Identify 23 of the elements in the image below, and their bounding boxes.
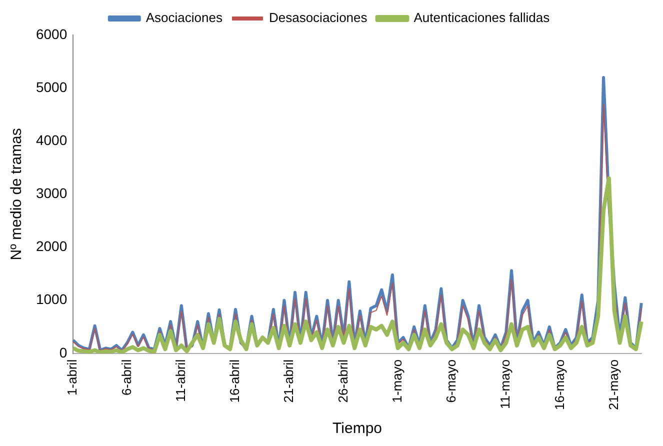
x-tick-label: 6-abril: [118, 359, 134, 396]
x-tick-label: 21-abril: [281, 359, 296, 403]
legend-label: Desasociaciones: [268, 10, 368, 26]
x-axis-title: Tiempo: [332, 420, 382, 438]
x-tick-label: 26-abril: [335, 359, 350, 403]
y-tick-label: 3000: [36, 185, 68, 202]
y-tick-label: 5000: [36, 78, 68, 95]
x-tick-label: 11-abril: [172, 359, 188, 402]
x-tick-label: 1-abril: [64, 359, 80, 396]
x-tick-label: 1-mayo: [389, 359, 404, 403]
x-tick-label: 16-abril: [227, 359, 242, 403]
legend-label: Asociaciones: [146, 10, 223, 26]
y-tick-label: 1000: [36, 291, 68, 308]
x-tick-label: 16-mayo: [552, 359, 567, 410]
y-axis-title: Nº medio de tramas: [8, 128, 26, 260]
x-tick-label: 6-mayo: [444, 359, 459, 403]
y-tick-label: 6000: [36, 26, 68, 42]
x-tick-label: 11-mayo: [498, 359, 513, 410]
x-tick-label: 21-mayo: [606, 359, 621, 410]
legend-label: Autenticaciones fallidas: [414, 10, 550, 26]
y-tick-label: 0: [59, 344, 68, 360]
y-tick-label: 2000: [36, 238, 68, 254]
y-tick-label: 4000: [36, 132, 68, 148]
